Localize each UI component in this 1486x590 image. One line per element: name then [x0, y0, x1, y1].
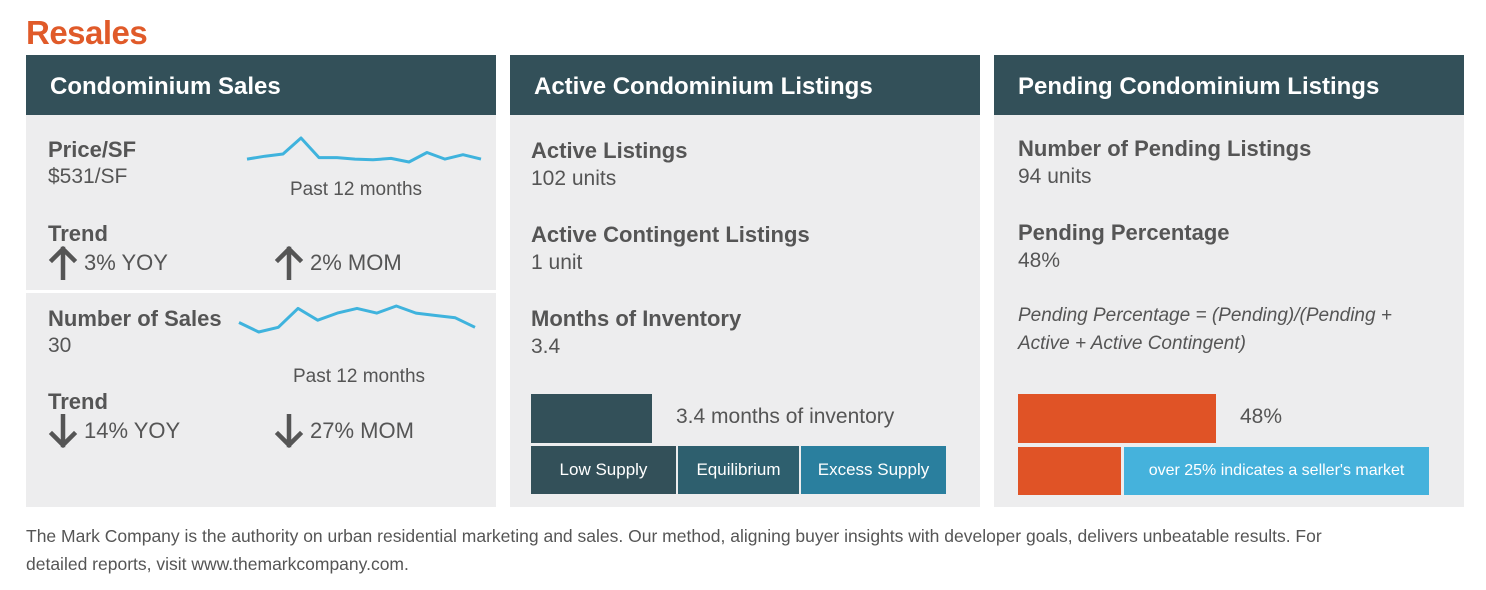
equilibrium-segment: Equilibrium: [678, 446, 799, 494]
sales-spark-caption: Past 12 months: [293, 366, 426, 387]
active-listings-panel: Active Condominium Listings Active Listi…: [510, 55, 980, 507]
price-trend-mom: 2% MOM: [274, 246, 402, 280]
price-trend-label: Trend: [48, 221, 108, 246]
arrow-up-icon: [274, 246, 304, 280]
pending-formula: Pending Percentage = (Pending)/(Pending …: [1018, 305, 1392, 354]
active-listings-header: Active Condominium Listings: [510, 55, 980, 115]
condominium-sales-header: Condominium Sales: [26, 55, 496, 115]
section-divider: [26, 290, 496, 293]
pending-listings-label: Number of Pending Listings: [1018, 136, 1312, 161]
pending-listings-panel: Pending Condominium Listings Number of P…: [994, 55, 1464, 507]
arrow-up-icon: [48, 246, 78, 280]
number-of-sales-label: Number of Sales: [48, 306, 222, 331]
months-inventory-label: Months of Inventory: [531, 306, 742, 331]
sales-trend-yoy: 14% YOY: [48, 414, 180, 448]
active-listings-label: Active Listings: [531, 138, 688, 163]
threshold-bar: [1018, 447, 1121, 495]
price-mom-value: 2% MOM: [310, 250, 402, 275]
sales-trend-mom: 27% MOM: [274, 414, 414, 448]
low-supply-segment: Low Supply: [531, 446, 676, 494]
contingent-listings-label: Active Contingent Listings: [531, 222, 810, 247]
price-sf-value: $531/SF: [48, 165, 128, 188]
active-listings-value: 102 units: [531, 167, 617, 190]
excess-supply-segment: Excess Supply: [801, 446, 946, 494]
price-yoy-value: 3% YOY: [84, 250, 168, 275]
pending-percentage-bar: [1018, 394, 1216, 443]
sellers-market-segment: over 25% indicates a seller's market: [1124, 447, 1429, 495]
price-spark-caption: Past 12 months: [290, 179, 423, 200]
pending-percentage-value: 48%: [1018, 249, 1061, 272]
pending-bar-caption: 48%: [1240, 405, 1283, 428]
price-sf-label: Price/SF: [48, 137, 137, 162]
inventory-bar: [531, 394, 652, 443]
sales-trend-label: Trend: [48, 389, 108, 414]
condominium-sales-panel: Condominium Sales Price/SF $531/SF Past …: [26, 55, 496, 507]
footer-text: The Mark Company is the authority on urb…: [26, 526, 1322, 574]
price-sparkline: [246, 136, 482, 164]
pending-listings-header: Pending Condominium Listings: [994, 55, 1464, 115]
pending-listings-value: 94 units: [1018, 165, 1092, 188]
inventory-bar-caption: 3.4 months of inventory: [676, 405, 895, 428]
arrow-down-icon: [274, 414, 304, 448]
pending-percentage-label: Pending Percentage: [1018, 220, 1230, 245]
price-trend-yoy: 3% YOY: [48, 246, 168, 280]
page-title: Resales: [26, 14, 148, 51]
arrow-down-icon: [48, 414, 78, 448]
sales-yoy-value: 14% YOY: [84, 418, 181, 443]
sales-sparkline: [238, 304, 476, 334]
months-inventory-value: 3.4: [531, 335, 561, 358]
sales-mom-value: 27% MOM: [310, 418, 414, 443]
number-of-sales-value: 30: [48, 334, 72, 357]
contingent-listings-value: 1 unit: [531, 251, 583, 274]
